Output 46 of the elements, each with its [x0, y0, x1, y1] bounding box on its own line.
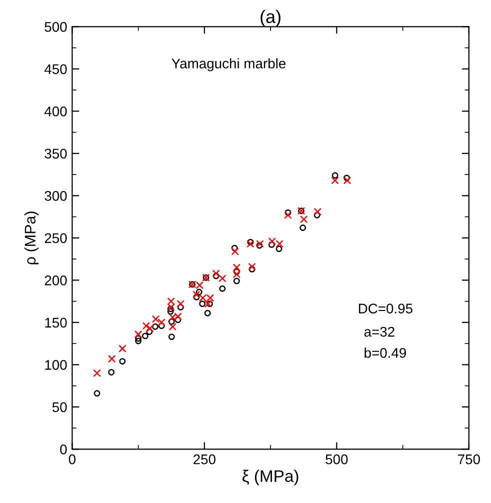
y-tick-label: 450: [44, 64, 67, 74]
point: [93, 369, 101, 378]
annotation: b=0.49: [364, 348, 406, 358]
point: [142, 322, 150, 330]
x-tick-label: 500: [326, 454, 348, 464]
y-tick-label: 250: [44, 233, 67, 244]
point: [212, 270, 220, 278]
annotation: Yamaguchi marble: [172, 58, 286, 72]
point: [343, 176, 352, 184]
point: [218, 274, 226, 282]
y-tick-label: 200: [44, 276, 67, 286]
point: [134, 330, 142, 338]
point: [167, 303, 175, 312]
point: [152, 315, 160, 323]
point: [192, 290, 200, 298]
y-tick-label: 350: [44, 148, 67, 159]
y-tick-label: 500: [44, 22, 67, 32]
point: [248, 262, 256, 271]
y-tick-label: 50: [52, 402, 67, 412]
point: [176, 300, 184, 308]
y-axis-title: ρ (MPa): [24, 212, 39, 264]
chart-title: (a): [260, 10, 280, 27]
x-axis-title: ξ (MPa): [242, 470, 298, 486]
y-tick-label: 400: [44, 106, 67, 116]
point: [158, 318, 166, 326]
point: [232, 264, 241, 272]
x-tick-label: 750: [458, 454, 480, 464]
point: [146, 324, 154, 332]
x-tick-label: 0: [68, 454, 76, 464]
point: [167, 297, 175, 306]
point: [284, 211, 292, 219]
x-tick-label: 250: [194, 454, 216, 464]
point: [232, 270, 241, 278]
point: [314, 208, 322, 216]
y-tick-label: 300: [44, 191, 67, 201]
point: [108, 354, 116, 363]
annotation: DC=0.95: [358, 304, 412, 314]
y-tick-label: 0: [60, 444, 67, 454]
y-tick-label: 150: [45, 318, 67, 328]
y-tick-label: 100: [45, 360, 67, 370]
point: [331, 176, 339, 184]
point: [300, 215, 308, 224]
point: [168, 322, 177, 331]
point: [231, 248, 239, 256]
annotation: a=32: [364, 326, 394, 337]
point: [118, 344, 126, 352]
